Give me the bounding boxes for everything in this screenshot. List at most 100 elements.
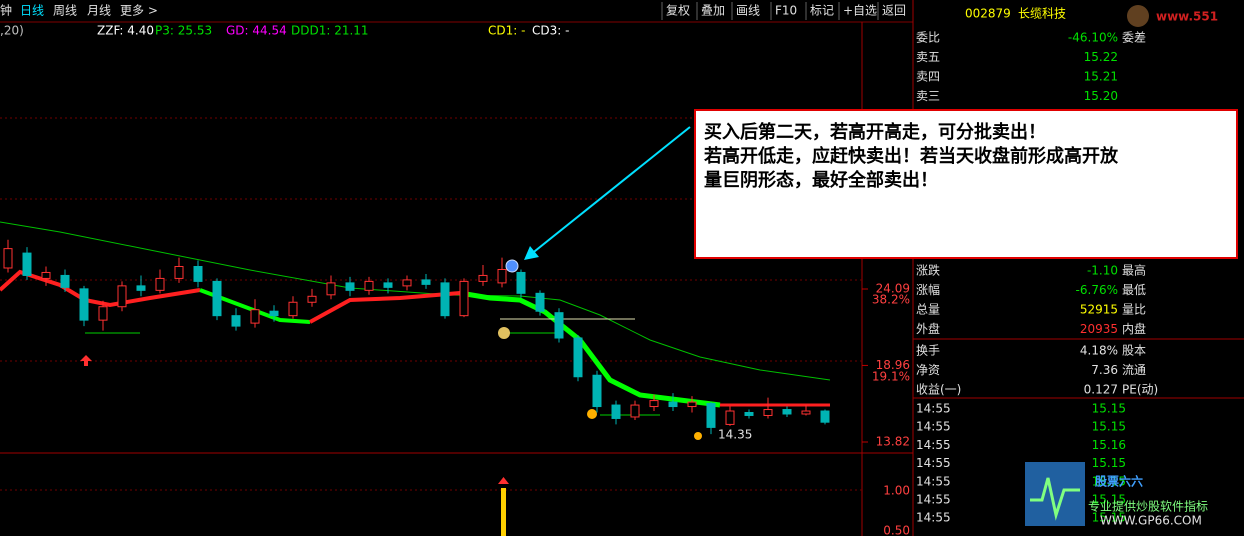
candle-body [554,312,564,339]
volume-label: 1.00 [883,484,910,498]
toolbar-button[interactable]: 画线 [736,4,760,18]
trend-band [309,291,461,324]
trade-time: 14:55 [916,511,951,525]
signal-ball [505,259,519,273]
annotation-box: 买入后第二天，若高开高走，可分批卖出！ 若高开低走，应赶快卖出！若当天收盘前形成… [694,109,1238,259]
trade-price: 15.15 [1092,420,1126,434]
candle-body [725,410,735,425]
candle-body [250,309,260,324]
quote-label: 卖三 [916,89,940,103]
candle-body [288,301,298,317]
candle-body [820,410,830,423]
toolbar-button[interactable]: 标记 [810,4,834,18]
fib-label: 38.2% [872,293,910,307]
logo-title: 股票六六 [1095,474,1143,489]
indicator-value: ZZF: 4.40 [97,24,154,38]
candle-body [326,282,336,296]
up-arrow [80,355,92,366]
stat-value: -6.76% [1076,283,1118,297]
quote-label2: 委差 [1122,31,1146,45]
toolbar-button[interactable]: +自选 [843,4,877,18]
stat-label2: 最高 [1122,263,1146,278]
annotation-line: 若高开低走，应赶快卖出！若当天收盘前形成高开放 [704,146,1118,167]
logo-icon [1030,477,1080,521]
site-url: www.551 [1156,10,1218,24]
period-tab[interactable]: 月线 [87,4,111,18]
stat-label: 总量 [916,303,940,317]
site-logo [1127,5,1149,27]
trade-price: 15.15 [1092,511,1126,525]
candle-body [649,400,659,408]
toolbar-button[interactable]: 复权 [666,4,690,18]
stat-value: 0.127 [1084,383,1118,397]
volume-label: 0.50 [883,524,910,536]
indicator-value: CD1: - [488,24,525,38]
toolbar-button[interactable]: 返回 [882,4,906,18]
indicator-value: GD: 44.54 [226,24,287,38]
stat-label: 涨幅 [916,282,940,297]
trade-time: 14:55 [916,402,951,416]
trade-time: 14:55 [916,493,951,507]
candle-body [440,282,450,317]
quote-label: 委比 [916,31,940,45]
candle-body [801,410,811,415]
candle-body [421,279,431,285]
stat-label: 换手 [916,344,940,358]
money-bag [498,327,510,339]
logo-slogan: 专业提供炒股软件指标 [1088,499,1208,514]
candle-body [592,374,602,408]
candle-body [630,404,640,418]
candle-body [3,248,13,269]
period-tab[interactable]: 日线 [20,4,44,18]
stat-label2: 流通 [1122,363,1146,377]
period-tab[interactable]: 更多 > [120,4,158,18]
trade-time: 14:55 [916,456,951,470]
candle-body [22,252,32,276]
stock-name: 长缆科技 [1018,7,1066,21]
price-label: 24.09 [876,282,910,296]
trade-price: 15.15 [1092,493,1126,507]
candle-body [763,409,773,416]
stat-value: 4.18% [1080,344,1118,358]
trade-price: 15.15 [1092,474,1126,488]
candle-body [497,268,507,284]
candle-body [573,337,583,378]
stat-label2: 内盘 [1122,321,1146,336]
fib-label: 19.1% [872,370,910,384]
logo-url: WWW.GP66.COM [1100,514,1202,528]
candle-body [535,292,545,312]
annotation-line: 买入后第二天，若高开高走，可分批卖出！ [704,122,1046,143]
indicator-value: ,20) [0,24,24,38]
candle-body [117,285,127,308]
candle-body [782,409,792,415]
period-tab[interactable]: 钟 [0,3,12,18]
toolbar-button[interactable]: 叠加 [701,4,725,18]
stat-label: 外盘 [916,321,940,336]
candle-body [60,274,70,288]
candle-body [41,271,51,279]
annotation-line: 量巨阴形态，最好全部卖出！ [704,170,938,191]
low-marker: 14.35 [718,428,752,442]
trade-time: 14:55 [916,420,951,434]
candle-body [668,401,678,408]
stat-value: 20935 [1080,322,1118,336]
toolbar-button[interactable]: F10 [775,4,797,18]
candle-body [383,282,393,288]
quote-value: 15.21 [1084,70,1118,84]
quote-label: 卖五 [916,50,940,64]
quote-label: 卖四 [916,70,940,84]
candle-body [744,412,754,416]
period-tab[interactable]: 周线 [53,4,77,18]
stat-label2: 股本 [1122,344,1146,358]
stat-label: 收益(一) [916,383,961,397]
candle-body [155,277,165,291]
stat-label2: 量比 [1122,303,1146,317]
stat-label2: 最低 [1122,283,1146,297]
up-arrow [498,477,509,484]
candle-body [212,280,222,317]
candle-body [136,285,146,291]
candle-body [231,315,241,327]
stat-value: -1.10 [1087,264,1118,278]
